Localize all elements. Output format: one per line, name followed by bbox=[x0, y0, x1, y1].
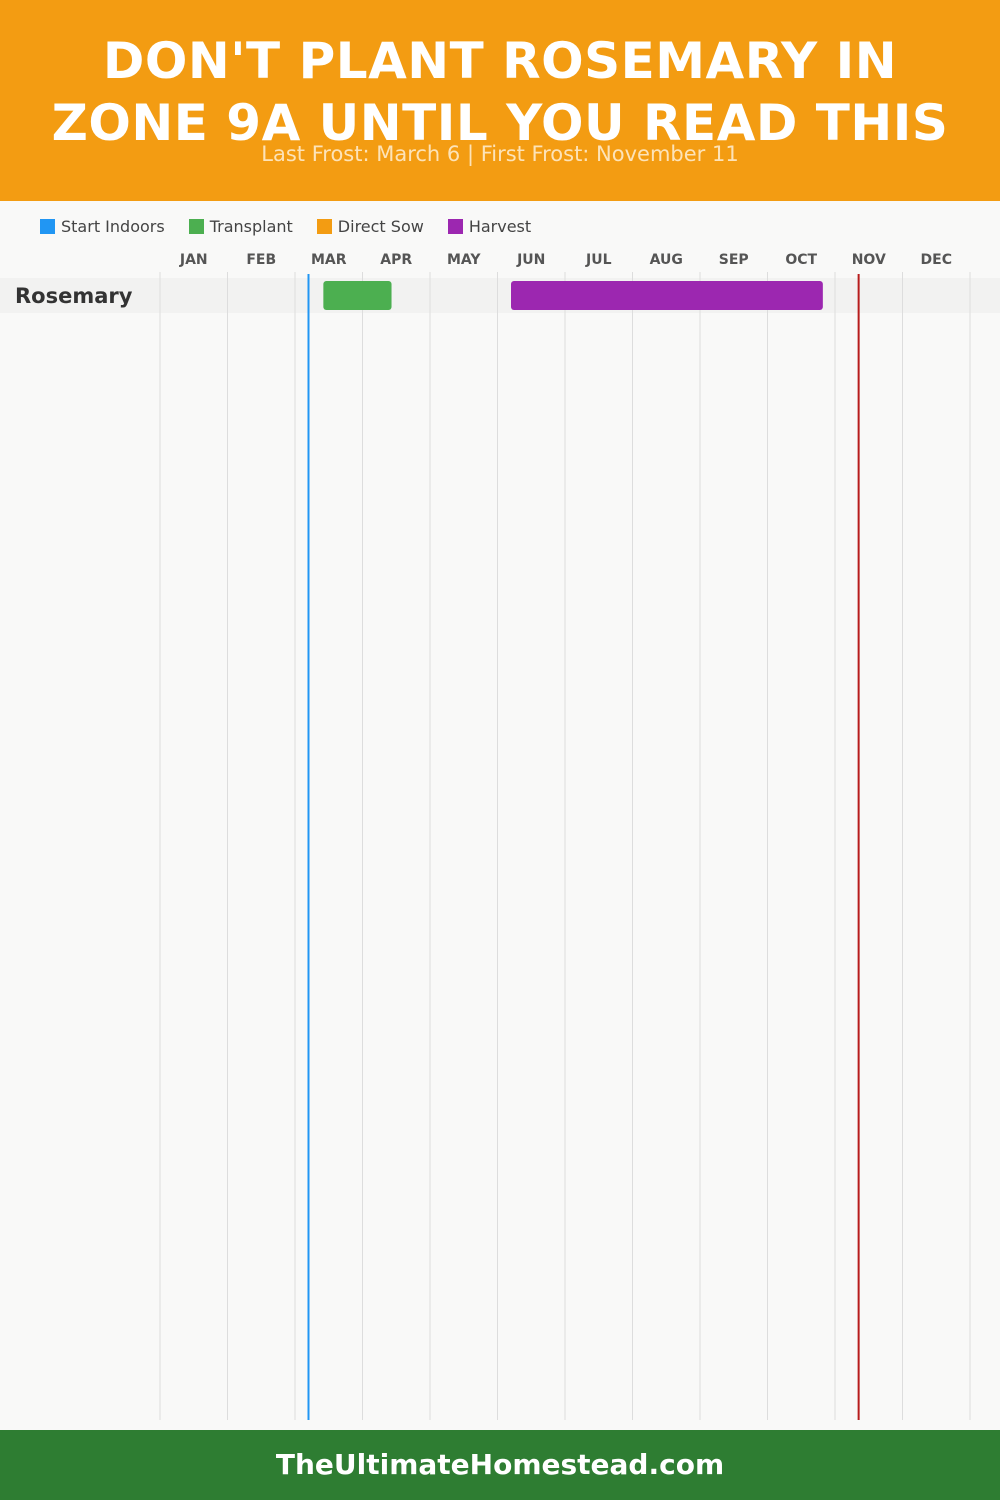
row-background bbox=[0, 278, 1000, 313]
month-label-dec: DEC bbox=[921, 252, 952, 268]
month-label-jan: JAN bbox=[179, 252, 208, 268]
legend-item-harvest: Harvest bbox=[447, 216, 532, 236]
bar-harvest bbox=[511, 281, 823, 310]
legend-item-start-indoors: Start Indoors bbox=[40, 217, 165, 236]
month-label-nov: NOV bbox=[852, 252, 886, 268]
legend-swatch-start-indoors bbox=[40, 218, 55, 234]
planting-calendar-chart: JAN FEB MAR APR MAY JUN JUL AUG SEP OCT NOV DEC Rose… bbox=[0, 252, 1000, 1420]
legend-swatch-direct-sow bbox=[316, 218, 332, 234]
month-label-sep: SEP bbox=[719, 252, 749, 268]
frost-dates-subtitle: Last Frost: March 6 | First Frost: Novem… bbox=[261, 142, 739, 166]
legend-item-transplant: Transplant bbox=[188, 216, 293, 236]
page-title: DON'T PLANT ROSEMARY IN ZONE 9A UNTIL YO… bbox=[51, 32, 949, 152]
legend-swatch-transplant bbox=[188, 218, 204, 234]
month-label-mar: MAR bbox=[311, 252, 347, 268]
header-banner: DON'T PLANT ROSEMARY IN ZONE 9A UNTIL YO… bbox=[0, 0, 1000, 201]
legend-label-transplant: Transplant bbox=[209, 216, 293, 236]
month-label-feb: FEB bbox=[246, 252, 276, 268]
legend-label-start-indoors: Start Indoors bbox=[61, 216, 165, 236]
month-label-oct: OCT bbox=[785, 252, 817, 268]
footer-site-name: TheUltimateHomestead.com bbox=[275, 1448, 725, 1481]
legend-item-direct-sow: Direct Sow bbox=[316, 216, 424, 236]
month-label-apr: APR bbox=[380, 252, 412, 268]
month-label-jun: JUN bbox=[516, 252, 545, 268]
legend-swatch-harvest bbox=[447, 218, 463, 234]
month-label-aug: AUG bbox=[650, 252, 683, 268]
month-label-may: MAY bbox=[447, 252, 481, 268]
month-label-jul: JUL bbox=[585, 252, 612, 268]
legend-label-direct-sow: Direct Sow bbox=[337, 216, 424, 236]
row-label: Rosemary bbox=[15, 284, 133, 308]
bar-transplant bbox=[323, 281, 392, 310]
legend-label-harvest: Harvest bbox=[468, 216, 532, 236]
chart-legend: Start Indoors Transplant Direct Sow Harv… bbox=[40, 214, 555, 238]
footer-banner: TheUltimateHomestead.com bbox=[0, 1430, 1000, 1500]
